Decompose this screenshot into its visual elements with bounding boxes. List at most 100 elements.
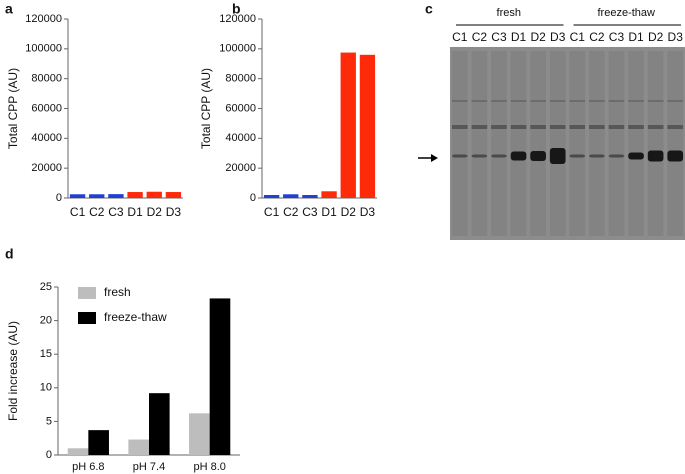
gel-band (451, 100, 468, 102)
x-tick-label: C1 (70, 205, 86, 219)
legend-swatch (78, 312, 96, 324)
bar (128, 439, 149, 455)
gel-band (667, 125, 684, 129)
y-tick-label: 120000 (25, 13, 62, 25)
bar (209, 298, 231, 455)
gel-band (608, 125, 625, 129)
gel-band (608, 100, 625, 102)
bar (88, 430, 109, 455)
bar (89, 194, 105, 198)
x-tick-label: C2 (283, 205, 299, 219)
x-tick-label: pH 7.4 (133, 461, 165, 473)
x-tick-label: pH 6.8 (72, 461, 104, 473)
legend-label: freeze-thaw (104, 310, 167, 324)
x-tick-label: pH 8.0 (193, 461, 225, 473)
y-tick-label: 40000 (225, 132, 256, 144)
x-tick-label: D2 (341, 205, 357, 219)
y-tick-label: 40000 (31, 132, 62, 144)
x-tick-label: C1 (264, 205, 280, 219)
panel-label: a (5, 1, 13, 17)
legend-label: fresh (104, 285, 131, 299)
gel-lane (628, 51, 644, 236)
gel-band (608, 154, 625, 158)
gel-band (510, 100, 527, 102)
gel-band (530, 151, 546, 161)
bar (263, 195, 280, 198)
gel-band (510, 125, 527, 129)
gel-band (530, 100, 546, 102)
x-tick-label: C2 (89, 205, 105, 219)
group-label: fresh (497, 7, 521, 19)
gel-band (471, 100, 488, 102)
y-tick-label: 80000 (31, 73, 62, 85)
gel-band (549, 125, 566, 129)
x-tick-label: D1 (127, 205, 143, 219)
gel-band (569, 154, 586, 158)
bar (359, 54, 376, 198)
y-tick-label: 15 (40, 348, 52, 360)
legend-swatch (78, 287, 96, 299)
y-axis-label: Total CPP (AU) (199, 68, 213, 149)
gel-band (569, 125, 586, 129)
gel-band (510, 151, 527, 161)
gel-lane (667, 51, 684, 236)
gel-lane (569, 51, 586, 236)
bar (67, 448, 89, 455)
y-tick-label: 100000 (25, 43, 62, 55)
gel-lane (647, 51, 664, 236)
gel-band (451, 125, 468, 129)
gel-band (647, 125, 664, 129)
x-tick-label: C3 (302, 205, 318, 219)
y-tick-label: 80000 (225, 73, 256, 85)
gel-lane (471, 51, 488, 236)
gel-band (647, 150, 664, 162)
lane-label: C2 (472, 30, 488, 44)
gel-band (491, 125, 507, 129)
gel-band (628, 125, 644, 129)
gel-band (491, 154, 507, 158)
panel-label: c (425, 1, 433, 17)
bar (340, 52, 356, 198)
bar (146, 191, 162, 198)
y-tick-label: 120000 (219, 13, 256, 25)
y-tick-label: 60000 (225, 102, 256, 114)
gel-band (471, 125, 488, 129)
gel-band (589, 154, 605, 158)
y-tick-label: 0 (46, 449, 52, 461)
y-tick-label: 10 (40, 382, 52, 394)
gel-band (667, 150, 684, 162)
lane-label: D1 (511, 30, 527, 44)
bar (321, 191, 337, 198)
gel-band (451, 154, 468, 158)
bar (108, 194, 124, 198)
gel-image (450, 47, 685, 240)
bar (127, 192, 143, 198)
x-tick-label: D2 (147, 205, 163, 219)
gel-band (471, 154, 488, 158)
bar (165, 192, 182, 198)
y-tick-label: 60000 (31, 102, 62, 114)
lane-label: D3 (550, 30, 566, 44)
group-label: freeze-thaw (598, 7, 656, 19)
y-axis-label: Total CPP (AU) (6, 68, 20, 149)
gel-band (491, 100, 507, 102)
lane-label: D3 (668, 30, 684, 44)
x-tick-label: C3 (108, 205, 124, 219)
gel-band (667, 100, 684, 102)
lane-label: D2 (648, 30, 664, 44)
lane-label: C3 (491, 30, 507, 44)
x-tick-label: D3 (360, 205, 376, 219)
bar (302, 195, 318, 198)
y-tick-label: 0 (250, 192, 256, 204)
x-tick-label: D1 (321, 205, 337, 219)
bar (149, 393, 170, 455)
gel-band (569, 100, 586, 102)
bar (283, 194, 299, 198)
y-tick-label: 25 (40, 281, 52, 293)
gel-band (589, 100, 605, 102)
y-tick-label: 20 (40, 315, 52, 327)
x-tick-label: D3 (166, 205, 182, 219)
gel-band (628, 100, 644, 102)
lane-label: C2 (589, 30, 605, 44)
